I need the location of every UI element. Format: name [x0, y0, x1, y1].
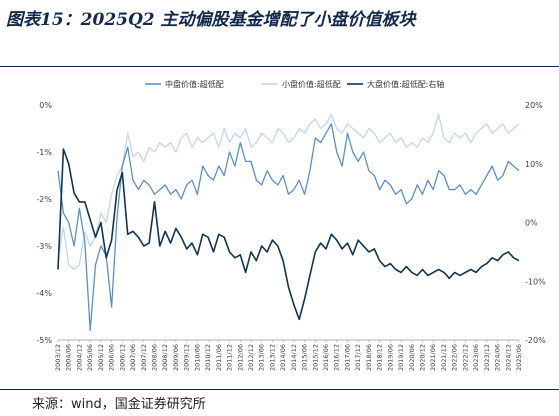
x-tick-label: 2014/06 — [279, 344, 287, 371]
x-tick-label: 2020/06 — [408, 344, 416, 371]
x-tick-label: 2016/12 — [333, 344, 341, 371]
x-tick-label: 2023/12 — [483, 344, 491, 371]
x-tick-label: 2009/06 — [172, 344, 180, 371]
right-tick-label: -20% — [525, 336, 546, 345]
x-tick-label: 2013/06 — [258, 344, 266, 371]
x-tick-label: 2022/12 — [461, 344, 469, 371]
x-tick-label: 2021/06 — [429, 344, 437, 371]
series-line-1 — [57, 123, 520, 332]
x-tick-label: 2015/06 — [301, 344, 309, 371]
x-tick-label: 2011/12 — [226, 344, 234, 371]
left-tick-label: 0% — [39, 101, 52, 110]
x-tick-label: 2021/12 — [440, 344, 448, 371]
x-tick-label: 2010/12 — [204, 344, 212, 371]
x-tick-label: 2024/12 — [504, 344, 512, 371]
x-tick-label: 2018/06 — [365, 344, 373, 371]
x-tick-label: 2007/06 — [129, 344, 137, 371]
x-tick-label: 2008/06 — [150, 344, 158, 371]
x-tick-label: 2005/12 — [97, 344, 105, 371]
right-tick-label: 0% — [525, 219, 538, 228]
left-axis: 0% -1% -2% -3% -4% -5% — [36, 101, 52, 345]
bottom-rule — [0, 389, 559, 390]
x-tick-label: 2024/06 — [494, 344, 502, 371]
x-tick-label: 2007/12 — [140, 344, 148, 371]
right-tick-label: 10% — [525, 160, 543, 169]
x-tick-label: 2017/06 — [343, 344, 351, 371]
x-tick-label: 2023/06 — [472, 344, 480, 371]
x-tick-label: 2004/06 — [65, 344, 73, 371]
series-line-3 — [57, 148, 520, 321]
chart: 中盘价值:超低配 小盘价值:超低配 大盘价值:超低配:右轴 0% -1% -2% -3% -… — [36, 79, 546, 371]
right-tick-label: 20% — [525, 101, 543, 110]
x-tick-label: 2015/12 — [311, 344, 319, 371]
right-axis: 20% 10% 0% -10% -20% — [525, 101, 546, 345]
x-tick-label: 2012/06 — [236, 344, 244, 371]
x-tick-label: 2013/12 — [268, 344, 276, 371]
left-tick-label: -1% — [36, 148, 52, 157]
series-line-2 — [57, 113, 520, 271]
x-axis: 2003/12 2004/06 2004/12 2005/06 2005/12 2006/… — [54, 339, 523, 371]
x-tick-label: 2011/06 — [215, 344, 223, 371]
page-title: 图表15：2025Q2 主动偏股基金增配了小盘价值板块 — [6, 10, 416, 30]
legend: 中盘价值:超低配 小盘价值:超低配 大盘价值:超低配:右轴 — [145, 79, 444, 89]
x-tick-label: 2018/12 — [376, 344, 384, 371]
x-tick-label: 2019/12 — [397, 344, 405, 371]
legend-label-2: 小盘价值:超低配 — [282, 79, 341, 89]
x-tick-label: 2017/12 — [354, 344, 362, 371]
x-tick-label: 2006/12 — [118, 344, 126, 371]
top-rule — [0, 66, 559, 67]
left-tick-label: -2% — [36, 195, 52, 204]
x-tick-label: 2020/12 — [419, 344, 427, 371]
x-tick-label: 2016/06 — [322, 344, 330, 371]
x-tick-label: 2003/12 — [54, 344, 62, 371]
x-tick-label: 2014/12 — [290, 344, 298, 371]
x-tick-label: 2006/06 — [108, 344, 116, 371]
x-tick-label: 2009/12 — [183, 344, 191, 371]
x-tick-label: 2025/06 — [515, 344, 523, 371]
left-tick-label: -4% — [36, 289, 52, 298]
x-tick-label: 2005/06 — [86, 344, 94, 371]
source-note: 来源：wind，国金证券研究所 — [32, 397, 206, 412]
right-tick-label: -10% — [525, 277, 546, 286]
x-tick-label: 2019/06 — [386, 344, 394, 371]
x-tick-label: 2012/12 — [247, 344, 255, 371]
left-tick-label: -5% — [36, 336, 52, 345]
x-tick-label: 2008/12 — [161, 344, 169, 371]
x-tick-label: 2004/12 — [75, 344, 83, 371]
x-tick-label: 2010/06 — [193, 344, 201, 371]
x-tick-label: 2022/06 — [451, 344, 459, 371]
plot-area — [57, 113, 520, 332]
legend-label-3: 大盘价值:超低配:右轴 — [367, 79, 444, 89]
legend-label-1: 中盘价值:超低配 — [165, 79, 224, 89]
left-tick-label: -3% — [36, 242, 52, 251]
